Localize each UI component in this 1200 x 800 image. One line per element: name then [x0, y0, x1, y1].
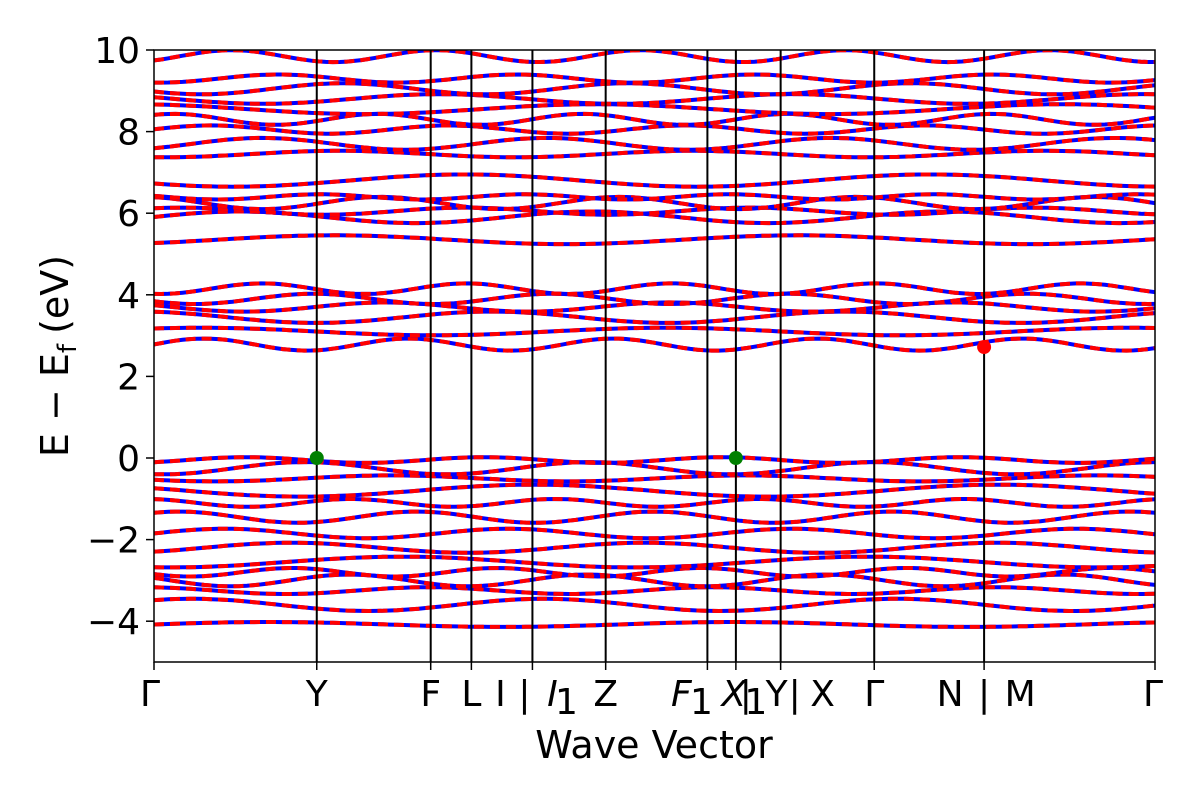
y-tick-label: 2 — [117, 357, 140, 398]
band-spin-down — [154, 572, 1155, 589]
band-spin-down — [154, 482, 1155, 499]
x-tick-label: | — [789, 674, 801, 715]
x-tick-label: 1 — [744, 682, 767, 723]
band-spin-down — [154, 526, 1155, 541]
y-tick-label: 6 — [117, 194, 140, 235]
band-spin-down — [154, 540, 1155, 555]
x-tick-label: Y — [765, 674, 789, 715]
x-tick-label: Z — [593, 674, 618, 715]
x-tick-label: Γ — [864, 674, 884, 715]
y-axis: −4 −2 0 2 4 6 8 10 — [87, 31, 154, 643]
x-tick-label: I — [547, 674, 558, 715]
y-tick-label: −4 — [87, 602, 140, 643]
y-tick-label: 8 — [117, 113, 140, 154]
band-spin-down — [154, 473, 1155, 484]
plot-frame — [153, 49, 1156, 663]
band-spin-down — [154, 565, 1155, 579]
band-spin-down — [154, 81, 1155, 97]
x-tick-label: F — [671, 674, 693, 715]
band-spin-down — [154, 325, 1155, 338]
band-spin-down — [154, 509, 1155, 525]
x-tick-label: F — [420, 674, 441, 715]
x-axis-label: Wave Vector — [535, 723, 773, 767]
x-tick-label: Γ — [140, 674, 160, 715]
band-spin-down — [154, 123, 1155, 136]
band-spin-down — [154, 309, 1155, 325]
band-spin-down — [154, 554, 1155, 570]
y-tick-label: 10 — [94, 31, 140, 72]
x-tick-label: I — [495, 674, 506, 715]
x-tick-label: X — [720, 674, 748, 715]
band-spin-down — [154, 135, 1155, 152]
band-lines — [154, 50, 1155, 629]
band-spin-down — [154, 233, 1155, 247]
cbm-marker — [977, 340, 992, 355]
band-spin-down — [154, 585, 1155, 596]
x-tick-label: X — [810, 674, 835, 715]
band-spin-down — [154, 291, 1155, 307]
x-tick-label: L — [461, 674, 481, 715]
vbm-marker — [309, 451, 324, 465]
y-axis-label: E − Ef(eV) — [33, 255, 83, 457]
y-tick-label: 0 — [117, 439, 140, 480]
band-spin-down — [154, 50, 1155, 65]
x-tick-label: Y — [305, 674, 329, 715]
high-symmetry-lines — [315, 50, 986, 662]
band-spin-down — [154, 102, 1155, 117]
x-axis: Γ Y F L I | I1 Z F1 X1| Y | X Γ N | M Γ — [140, 662, 1163, 723]
y-tick-label: −2 — [87, 521, 140, 562]
x-tick-label: N — [937, 674, 964, 715]
x-tick-label: Γ — [1143, 674, 1163, 715]
x-tick-label: | — [978, 674, 990, 715]
band-spin-down — [154, 92, 1155, 106]
band-spin-down — [154, 192, 1155, 202]
vbm-marker — [728, 451, 743, 465]
band-spin-down — [154, 72, 1155, 85]
x-tick-label: 1 — [690, 682, 713, 723]
y-tick-label: 4 — [117, 276, 140, 317]
band-spin-down — [154, 111, 1155, 127]
x-tick-label: M — [1005, 674, 1036, 715]
band-spin-down — [154, 620, 1155, 629]
x-tick-label: | — [518, 674, 530, 715]
band-spin-down — [154, 148, 1155, 160]
band-spin-down — [154, 596, 1155, 614]
x-tick-label: 1 — [555, 682, 578, 723]
band-edge-markers — [309, 340, 992, 465]
x-tick-label: | — [740, 674, 752, 715]
band-spin-down — [154, 496, 1155, 509]
band-spin-down — [154, 281, 1155, 297]
band-spin-down — [154, 460, 1155, 477]
band-spin-down — [154, 172, 1155, 189]
